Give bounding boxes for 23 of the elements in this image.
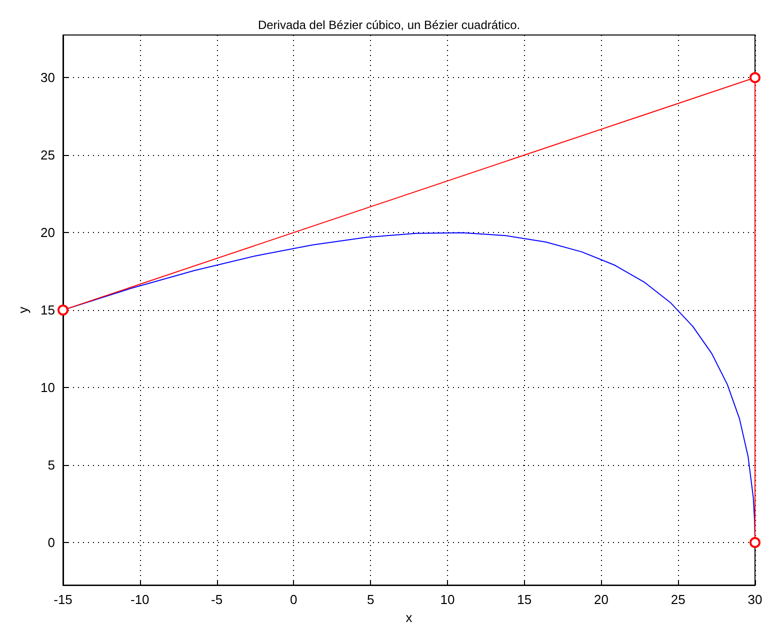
x-tick-label: -10 <box>130 592 150 608</box>
y-tick-label: 30 <box>40 70 55 86</box>
x-tick-label: -5 <box>210 592 223 608</box>
y-tick-label: 25 <box>40 148 55 163</box>
y-tick-label: 5 <box>48 458 55 473</box>
point <box>750 536 760 548</box>
x-tick-label: 5 <box>366 592 374 608</box>
x-axis-title: x <box>406 610 413 625</box>
point <box>750 72 760 84</box>
point <box>58 304 68 316</box>
y-tick-label: 20 <box>40 225 55 240</box>
chart-title: Derivada del Bézier cúbico, un Bézier cuadrático. <box>258 18 520 32</box>
x-tick-label: 10 <box>440 592 455 608</box>
x-tick-label: 30 <box>748 592 762 608</box>
x-tick-label: 15 <box>517 592 532 608</box>
x-tick-label: -15 <box>54 592 72 608</box>
x-tick-label: 20 <box>594 592 608 608</box>
y-axis-title: y <box>16 306 31 314</box>
y-tick-label: 10 <box>40 380 55 396</box>
x-tick-label: 25 <box>670 592 686 608</box>
y-tick-label: 0 <box>48 534 55 550</box>
x-tick-label: 0 <box>290 592 298 608</box>
y-tick-label: 15 <box>40 302 55 318</box>
